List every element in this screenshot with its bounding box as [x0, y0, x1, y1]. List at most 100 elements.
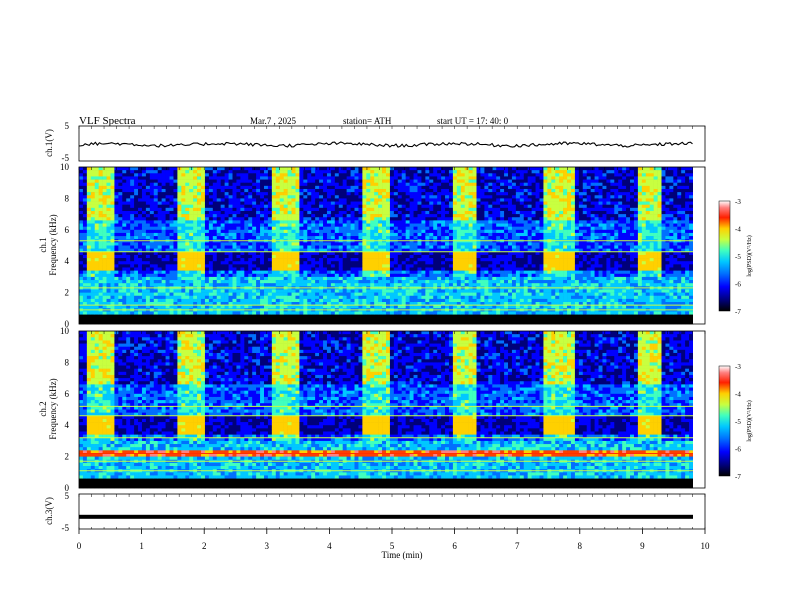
spectrogram-cell: [366, 298, 371, 303]
spectrogram-cell: [90, 167, 96, 171]
spectrogram-cell: [263, 273, 269, 278]
spectrogram-cell: [193, 223, 198, 227]
spectrogram-cell: [86, 311, 92, 315]
spectrogram-cell: [283, 214, 288, 218]
spectrogram-cell: [126, 217, 131, 221]
spectrogram-cell: [185, 210, 190, 215]
spectrogram-cell: [212, 195, 218, 199]
spectrogram-cell: [86, 185, 92, 190]
spectrogram-cell: [350, 214, 355, 218]
spectrogram-cell: [437, 217, 442, 221]
spectrogram-cell: [370, 176, 375, 180]
spectrogram-cell: [464, 182, 469, 187]
spectrogram-cell: [354, 173, 359, 177]
spectrogram-cell: [299, 245, 304, 249]
spectrogram-cell: [366, 195, 371, 199]
spectrogram-cell: [323, 280, 328, 284]
spectrogram-cell: [342, 214, 347, 218]
spectrogram-cell: [393, 251, 399, 256]
spectrogram-cell: [204, 236, 210, 240]
spectrogram-cell: [382, 267, 387, 271]
spectrogram-cell: [429, 195, 434, 199]
spectrogram-cell: [460, 217, 466, 221]
spectrogram-cell: [260, 176, 265, 180]
spectrogram-cell: [228, 173, 233, 177]
spectrogram-cell: [252, 280, 257, 284]
spectrogram-cell: [240, 267, 245, 271]
spectrogram-cell: [177, 232, 182, 237]
spectrogram-cell: [193, 295, 198, 300]
spectrogram-cell: [271, 245, 277, 249]
spectrogram-cell: [138, 236, 143, 240]
spectrogram-cell: [275, 314, 281, 319]
spectrogram-cell: [189, 182, 194, 187]
spectrogram-cell: [448, 251, 454, 256]
spectrogram-cell: [456, 305, 462, 309]
spectrogram-cell: [106, 207, 111, 212]
spectrogram-cell: [145, 170, 151, 174]
spectrogram-cell: [86, 264, 92, 268]
spectrogram-cell: [208, 201, 214, 205]
spectrogram-cell: [445, 261, 450, 265]
spectrogram-cell: [138, 229, 143, 234]
spectrogram-cell: [456, 289, 462, 293]
spectrogram-cell: [189, 223, 194, 227]
spectrogram-cell: [429, 167, 434, 171]
spectrogram-cell: [263, 289, 269, 293]
spectrogram-cell: [378, 248, 383, 253]
spectrogram-cell: [130, 245, 135, 249]
spectrogram-cell: [275, 273, 281, 278]
spectrogram-cell: [303, 283, 308, 287]
spectrogram-cell: [197, 242, 202, 246]
spectrogram-cell: [311, 289, 316, 293]
spectrogram-cell: [82, 273, 88, 278]
spectrogram-cell: [291, 261, 296, 265]
spectrogram-cell: [201, 173, 206, 177]
spectrogram-cell: [236, 182, 241, 187]
spectrogram-cell: [429, 280, 434, 284]
spectrogram-cell: [252, 305, 257, 309]
spectrogram-cell: [378, 311, 383, 315]
spectrogram-cell: [220, 192, 225, 196]
spectrogram-cell: [212, 267, 218, 271]
spectrogram-cell: [98, 298, 103, 303]
spectrogram-cell: [256, 314, 261, 319]
spectrogram-cell: [279, 270, 284, 275]
spectrogram-cell: [197, 198, 202, 202]
spectrogram-cell: [393, 280, 399, 284]
spectrogram-cell: [114, 254, 119, 259]
spectrogram-cell: [433, 217, 438, 221]
spectrogram-cell: [149, 176, 155, 180]
spectrogram-cell: [240, 273, 245, 278]
spectrogram-cell: [82, 292, 88, 297]
spectrogram-cell: [413, 289, 418, 293]
spectrogram-cell: [315, 298, 320, 303]
spectrogram-cell: [118, 214, 123, 218]
spectrogram-cell: [445, 289, 450, 293]
spectrogram-cell: [94, 251, 99, 256]
spectrogram-cell: [252, 179, 257, 183]
spectrogram-cell: [433, 295, 438, 300]
spectrogram-cell: [86, 192, 92, 196]
spectrogram-cell: [185, 264, 190, 268]
spectrogram-cell: [224, 226, 229, 231]
spectrogram-cell: [448, 207, 454, 212]
spectrogram-cell: [287, 258, 292, 262]
spectrogram-cell: [126, 173, 131, 177]
spectrogram-cell: [386, 236, 391, 240]
spectrogram-cell: [417, 258, 422, 262]
spectrogram-cell: [433, 305, 438, 309]
spectrogram-cell: [413, 185, 418, 190]
spectrogram-cell: [468, 192, 473, 196]
spectrogram-cell: [409, 292, 414, 297]
spectrogram-cell: [256, 236, 261, 240]
spectrogram-cell: [141, 192, 147, 196]
spectrogram-cell: [134, 207, 139, 212]
spectrogram-cell: [338, 302, 344, 306]
spectrogram-cell: [153, 289, 159, 293]
spectrogram-cell: [130, 254, 135, 259]
spectrogram-cell: [181, 220, 186, 224]
spectrogram-cell: [433, 280, 438, 284]
spectrogram-cell: [421, 311, 426, 315]
spectrogram-cell: [401, 305, 406, 309]
